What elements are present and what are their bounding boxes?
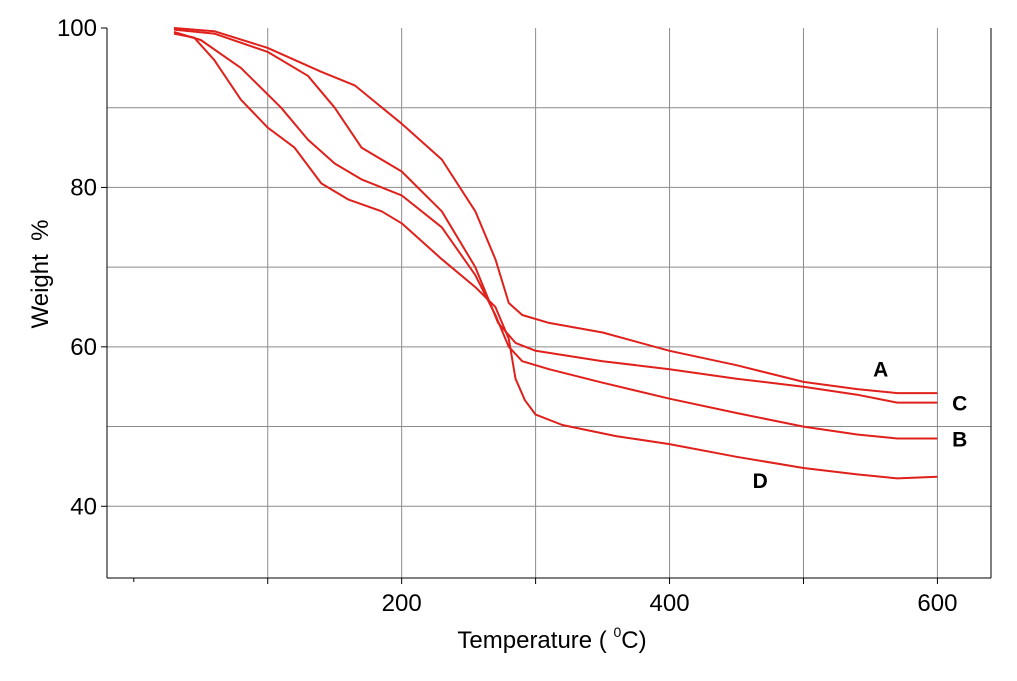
- y-tick-label: 100: [57, 15, 97, 42]
- series-label-B: B: [952, 428, 967, 451]
- series-lines: [173, 27, 938, 480]
- y-tick-label: 80: [70, 174, 97, 201]
- series-line-D: [173, 32, 938, 480]
- series-label-C: C: [952, 393, 967, 416]
- series-label-D: D: [753, 470, 768, 493]
- y-tick-label: 40: [70, 493, 97, 520]
- x-tick-label: 200: [382, 590, 422, 617]
- y-axis-title: Weight %: [27, 220, 54, 329]
- series-labels: A CB D: [753, 358, 968, 493]
- x-tick-label: 600: [917, 590, 957, 617]
- x-tick-label: 400: [650, 590, 690, 617]
- axes: [101, 27, 992, 584]
- series-line-A: [173, 27, 938, 395]
- x-axis-title-suffix: C): [621, 627, 646, 654]
- x-axis-title: Temperature ( 0C): [457, 624, 646, 654]
- series-label-A: A: [873, 358, 888, 381]
- y-tick-label: 60: [70, 334, 97, 361]
- series-line-B: [173, 31, 938, 440]
- x-axis-title-superscript: 0: [613, 624, 621, 640]
- x-axis-title-prefix: Temperature (: [457, 627, 613, 654]
- grid: [107, 28, 991, 578]
- tick-labels: 200 400 600 40 60 80 100: [57, 15, 957, 617]
